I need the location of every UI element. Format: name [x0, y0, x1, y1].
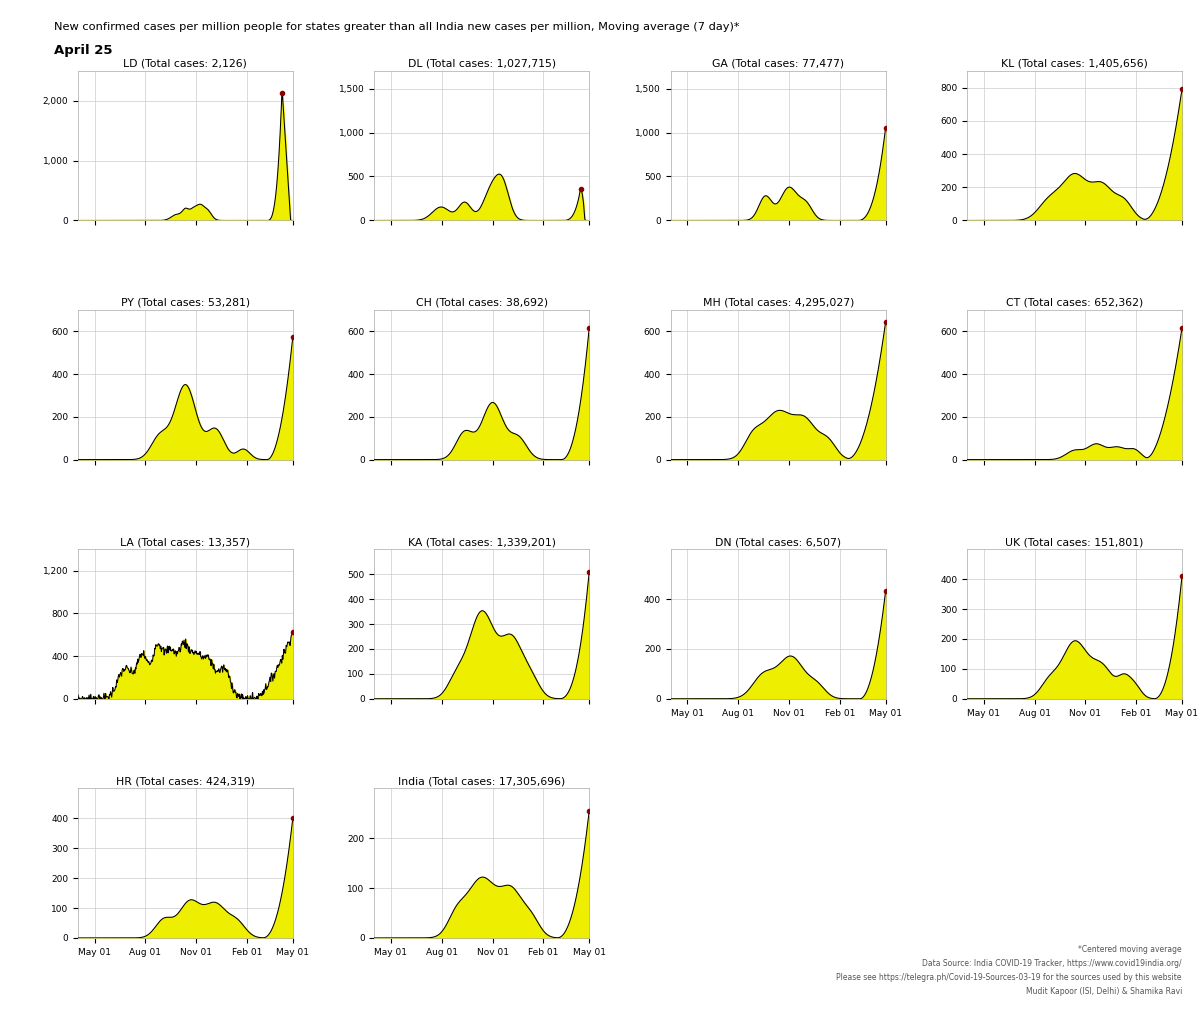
Title: GA (Total cases: 77,477): GA (Total cases: 77,477) [712, 59, 845, 69]
Title: CT (Total cases: 652,362): CT (Total cases: 652,362) [1006, 298, 1144, 308]
Text: New confirmed cases per million people for states greater than all India new cas: New confirmed cases per million people f… [54, 22, 739, 32]
Title: KA (Total cases: 1,339,201): KA (Total cases: 1,339,201) [408, 537, 556, 548]
Text: April 25: April 25 [54, 44, 113, 57]
Title: India (Total cases: 17,305,696): India (Total cases: 17,305,696) [398, 777, 565, 786]
Title: KL (Total cases: 1,405,656): KL (Total cases: 1,405,656) [1001, 59, 1148, 69]
Text: *Centered moving average
Data Source: India COVID-19 Tracker, https://www.covid1: *Centered moving average Data Source: In… [836, 945, 1182, 996]
Title: DN (Total cases: 6,507): DN (Total cases: 6,507) [715, 537, 841, 548]
Title: HR (Total cases: 424,319): HR (Total cases: 424,319) [116, 777, 254, 786]
Title: UK (Total cases: 151,801): UK (Total cases: 151,801) [1006, 537, 1144, 548]
Title: DL (Total cases: 1,027,715): DL (Total cases: 1,027,715) [408, 59, 556, 69]
Title: LD (Total cases: 2,126): LD (Total cases: 2,126) [124, 59, 247, 69]
Title: PY (Total cases: 53,281): PY (Total cases: 53,281) [121, 298, 250, 308]
Title: CH (Total cases: 38,692): CH (Total cases: 38,692) [415, 298, 548, 308]
Title: LA (Total cases: 13,357): LA (Total cases: 13,357) [120, 537, 251, 548]
Title: MH (Total cases: 4,295,027): MH (Total cases: 4,295,027) [702, 298, 854, 308]
